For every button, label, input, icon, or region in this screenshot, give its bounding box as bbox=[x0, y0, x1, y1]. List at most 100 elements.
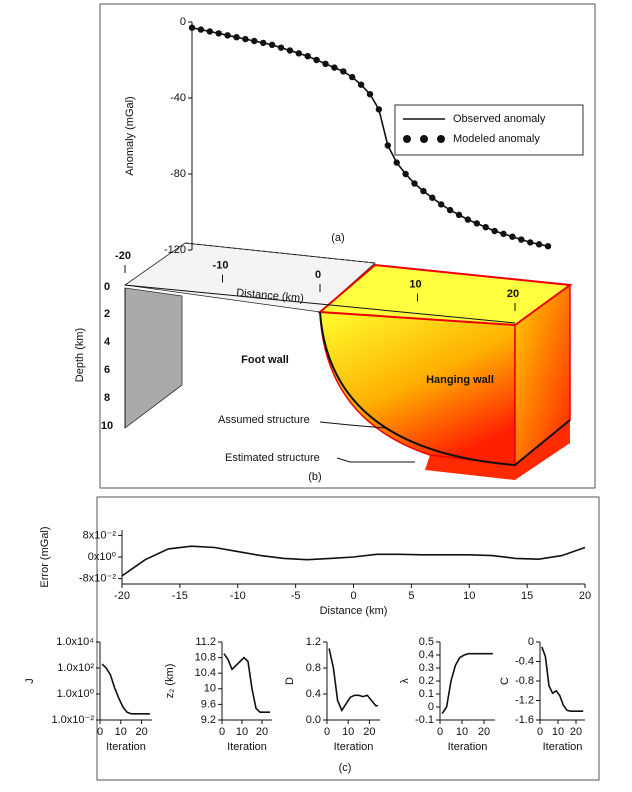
data-point bbox=[357, 81, 365, 88]
data-point bbox=[393, 159, 400, 166]
y-tick-label: -0.8 bbox=[515, 675, 534, 687]
depth-tick: 4 bbox=[104, 336, 111, 348]
lower-slab bbox=[425, 420, 570, 480]
y-axis-label: C bbox=[499, 677, 511, 685]
data-point bbox=[197, 26, 205, 33]
y-tick-label: 0 bbox=[528, 636, 534, 648]
y-tick-label: 0.4 bbox=[306, 688, 321, 700]
x-axis-label: Iteration bbox=[448, 741, 488, 753]
y-tick-label: 0.8 bbox=[306, 662, 321, 674]
data-point bbox=[340, 68, 347, 75]
y-tick-label: 0.3 bbox=[419, 662, 434, 674]
x-tick-label: 10 bbox=[342, 726, 354, 738]
data-point bbox=[482, 224, 489, 231]
depth-tick: 8 bbox=[104, 392, 110, 404]
legend-marker bbox=[437, 135, 445, 143]
data-point bbox=[295, 50, 302, 57]
y-axis-label: J bbox=[24, 678, 36, 684]
y-tick-label: -8x10⁻² bbox=[79, 573, 116, 585]
x-axis-label: Iteration bbox=[106, 741, 146, 753]
y-tick-label: 0.5 bbox=[419, 636, 434, 648]
x-tick-label: -10 bbox=[230, 590, 246, 602]
data-point bbox=[527, 239, 534, 246]
y-tick-label: 10 bbox=[204, 683, 216, 695]
data-point bbox=[535, 241, 543, 248]
y-tick-label: 0 bbox=[180, 16, 186, 28]
y-tick-label: -80 bbox=[170, 168, 186, 180]
data-line bbox=[441, 652, 493, 714]
x-tick-label: 20 bbox=[570, 726, 582, 738]
x-tick-label: -20 bbox=[115, 250, 131, 262]
depth-tick: 0 bbox=[104, 281, 110, 293]
data-point bbox=[402, 170, 409, 178]
x-tick-label: 10 bbox=[456, 726, 468, 738]
y-tick-label: -0.1 bbox=[415, 714, 434, 726]
data-point bbox=[544, 243, 552, 250]
x-tick-label: 20 bbox=[363, 726, 375, 738]
y-tick-label: 9.2 bbox=[201, 714, 216, 726]
x-axis-label: Iteration bbox=[543, 741, 583, 753]
foot-wall-top bbox=[123, 242, 376, 313]
x-axis-label: Iteration bbox=[227, 741, 267, 753]
data-point bbox=[491, 227, 498, 235]
y-axis-label: λ bbox=[399, 678, 411, 684]
data-point bbox=[224, 32, 231, 39]
data-point bbox=[384, 142, 391, 149]
data-point bbox=[206, 28, 213, 35]
panel-label: (b) bbox=[308, 471, 321, 483]
x-tick-label: 20 bbox=[135, 726, 147, 738]
data-point bbox=[518, 236, 525, 243]
y-tick-label: 0.1 bbox=[419, 688, 434, 700]
data-line bbox=[328, 648, 378, 712]
y-tick-label: 9.6 bbox=[201, 698, 216, 710]
y-tick-label: 0.4 bbox=[419, 649, 434, 661]
data-point bbox=[438, 201, 445, 208]
y-tick-label: 0 bbox=[428, 701, 434, 713]
data-point bbox=[509, 233, 516, 240]
data-line bbox=[541, 646, 584, 712]
x-tick-label: 20 bbox=[478, 726, 490, 738]
data-point bbox=[215, 30, 222, 37]
x-tick-label: 0 bbox=[437, 726, 443, 738]
x-tick-label: 5 bbox=[408, 590, 414, 602]
legend-marker bbox=[420, 135, 428, 143]
depth-tick: 10 bbox=[101, 420, 113, 432]
data-point bbox=[411, 180, 418, 187]
depth-tick: 6 bbox=[104, 364, 110, 376]
legend-label: Modeled anomaly bbox=[453, 133, 540, 145]
estimated-structure-line bbox=[319, 311, 571, 467]
y-tick-label: 1.2 bbox=[306, 636, 321, 648]
y-tick-label: -0.4 bbox=[515, 655, 534, 667]
data-point bbox=[313, 56, 320, 64]
legend-box bbox=[394, 104, 584, 156]
depth-tick: 2 bbox=[104, 308, 110, 320]
hanging-wall-label: Hanging wall bbox=[426, 374, 494, 386]
x-tick-label: 10 bbox=[409, 278, 421, 290]
data-point bbox=[366, 91, 374, 98]
data-line bbox=[121, 545, 586, 577]
y-axis-label: D bbox=[284, 677, 296, 685]
data-point bbox=[286, 47, 294, 54]
y-tick-label: 1.0x10⁰ bbox=[57, 688, 95, 700]
y-tick-label: 1.0x10⁻² bbox=[52, 714, 95, 726]
distance-axis bbox=[124, 284, 516, 324]
data-point bbox=[446, 206, 454, 214]
x-tick-label: -20 bbox=[114, 590, 130, 602]
x-tick-label: 20 bbox=[256, 726, 268, 738]
data-point bbox=[331, 64, 338, 71]
y-tick-label: 11.2 bbox=[195, 636, 216, 648]
data-point bbox=[277, 44, 285, 51]
data-point bbox=[242, 35, 249, 43]
x-tick-label: 0 bbox=[537, 726, 543, 738]
data-point bbox=[322, 60, 329, 67]
foot-wall-label: Foot wall bbox=[241, 354, 289, 366]
y-tick-label: 1.0x10⁴ bbox=[56, 636, 94, 648]
back-edge bbox=[184, 242, 376, 264]
y-axis-label: Error (mGal) bbox=[39, 526, 51, 587]
x-tick-label: -10 bbox=[213, 259, 229, 271]
y-tick-label: 1.0x10² bbox=[57, 662, 94, 674]
x-tick-label: 0 bbox=[219, 726, 225, 738]
data-point bbox=[188, 24, 196, 31]
assumed-arrow bbox=[319, 421, 386, 429]
